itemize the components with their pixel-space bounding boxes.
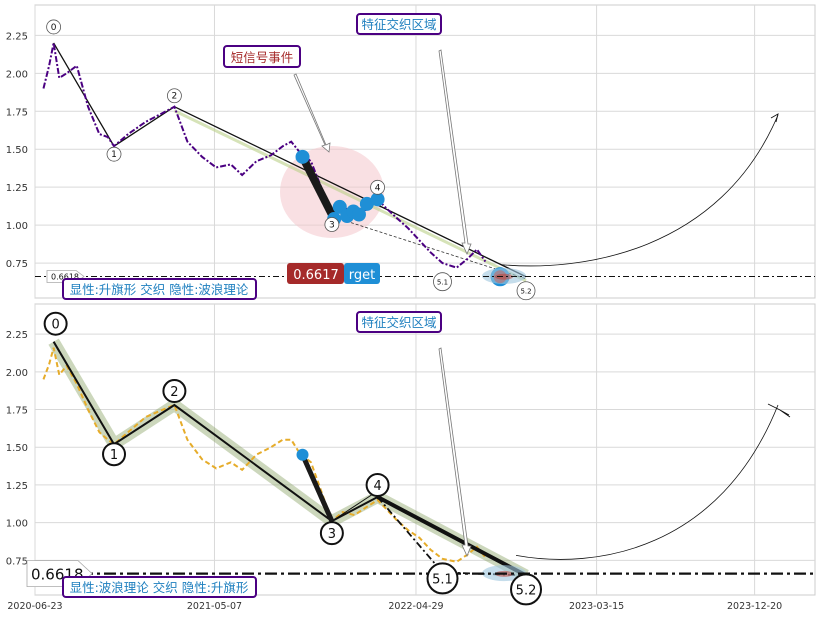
- wave-label-marker: [516, 281, 536, 301]
- wave-label-marker: [167, 88, 182, 104]
- price-series-line: [42, 347, 487, 563]
- wave-label-marker: [426, 562, 459, 595]
- target-text-box: [344, 263, 380, 284]
- y-tick-label: 1.25: [6, 183, 28, 194]
- feature-zone-label: 特征交织区域: [361, 315, 436, 330]
- wave-label-marker: [102, 442, 127, 467]
- y-tick-label: 1.75: [6, 107, 28, 118]
- x-tick-label: 2023-12-20: [727, 601, 782, 612]
- x-tick-label: 2023-03-15: [569, 601, 624, 612]
- y-tick-label: 1.75: [6, 406, 28, 417]
- wave-label: 4: [375, 183, 381, 193]
- x-tick-label: 2021-05-07: [187, 601, 242, 612]
- wave-label-marker: [365, 472, 390, 497]
- wave-label-marker: [510, 573, 543, 606]
- projection-curve: [500, 114, 779, 267]
- wave-label: 3: [329, 221, 335, 231]
- signal-point: [359, 196, 374, 211]
- wave-label: 5.2: [516, 583, 537, 598]
- x-tick-label: 2020-06-23: [7, 601, 62, 612]
- plot-frame: [34, 303, 816, 596]
- pattern-label: 显性:波浪理论 交织 隐性:升旗形: [70, 580, 249, 595]
- signal-point: [370, 192, 385, 207]
- wave-label: 2: [170, 385, 178, 400]
- flag-lower-line: [331, 216, 527, 280]
- signal-point: [295, 149, 310, 164]
- y-tick-label: 2.25: [6, 31, 28, 42]
- y-tick-label: 1.50: [6, 145, 28, 156]
- pattern-label: 显性:升旗形 交织 隐性:波浪理论: [70, 282, 249, 297]
- plot-frame: [34, 4, 816, 299]
- y-tick-label: 1.25: [6, 481, 28, 492]
- wave-label: 5.1: [437, 279, 448, 287]
- pattern-box: [62, 576, 257, 598]
- wave-label: 5.1: [432, 572, 453, 587]
- wave-label: 0: [51, 318, 59, 333]
- wave-label-marker: [46, 19, 62, 35]
- feature-zone-box: [356, 13, 442, 35]
- target-value-label: 0.6617: [293, 268, 339, 283]
- projection-curve: [515, 404, 779, 560]
- x-tick-label: 2022-04-29: [388, 601, 443, 612]
- bottom-panel: 0.751.001.251.501.752.002.250.6618特征交织区域…: [6, 303, 816, 606]
- y-tick-label: 1.00: [6, 519, 28, 530]
- short-signal-label: 短信号事件: [231, 50, 294, 65]
- wave-label: 4: [373, 479, 381, 494]
- feature-zone-arrow: [438, 347, 472, 558]
- projection-arrowhead: [770, 113, 779, 123]
- wave-label-marker: [324, 217, 340, 232]
- y-tick-label: 2.00: [6, 368, 28, 379]
- top-panel: 0.75 1.00 1.25 1.50 1.75 2.00 2.25 0.6618 特征交织区域…: [6, 4, 816, 301]
- short-signal-line: [300, 453, 335, 523]
- short-signal-line: [298, 154, 336, 217]
- price-series-line: [42, 42, 487, 269]
- wave-label: 2: [172, 92, 178, 102]
- wave-path-4-5: [376, 495, 527, 578]
- wave-label-marker: [162, 379, 187, 404]
- hline-label: 0.6618: [51, 272, 79, 281]
- wave-aux-line: [331, 490, 378, 522]
- signal-point: [296, 448, 309, 461]
- feature-zone-arrow: [438, 49, 472, 256]
- x-axis: 2020-06-23 2021-05-07 2022-04-29 2023-03-15…: [7, 601, 782, 612]
- wave-label: 1: [111, 150, 117, 160]
- wave-label-marker: [433, 272, 452, 292]
- y-tick-label: 2.25: [6, 330, 28, 341]
- feature-zone-box: [356, 311, 442, 333]
- y-tick-label: 1.00: [6, 221, 28, 232]
- target-core: [495, 273, 514, 280]
- y-tick-label: 0.75: [6, 259, 28, 270]
- y-tick-label: 1.50: [6, 443, 28, 454]
- wave-label: 3: [328, 527, 336, 542]
- short-signal-box: [223, 45, 301, 68]
- projection-arrowhead: [767, 403, 791, 418]
- signal-point: [351, 207, 366, 222]
- y-tick-label: 0.75: [6, 556, 28, 567]
- wave-label: 0: [51, 23, 57, 33]
- wave-path: [52, 341, 379, 523]
- wave-label-marker: [43, 311, 68, 336]
- pattern-box: [62, 278, 257, 300]
- wave-label-marker: [370, 179, 385, 195]
- target-value-box: [287, 263, 344, 284]
- y-tick-label: 2.00: [6, 69, 28, 80]
- wave-label-marker: [106, 146, 122, 162]
- short-signal-arrow: [293, 73, 331, 153]
- wave-label-marker: [319, 521, 344, 546]
- target-text-label: rget: [349, 268, 375, 283]
- wave-label: 5.2: [520, 288, 531, 296]
- feature-zone-label: 特征交织区域: [361, 17, 436, 32]
- wave-label: 1: [110, 448, 118, 463]
